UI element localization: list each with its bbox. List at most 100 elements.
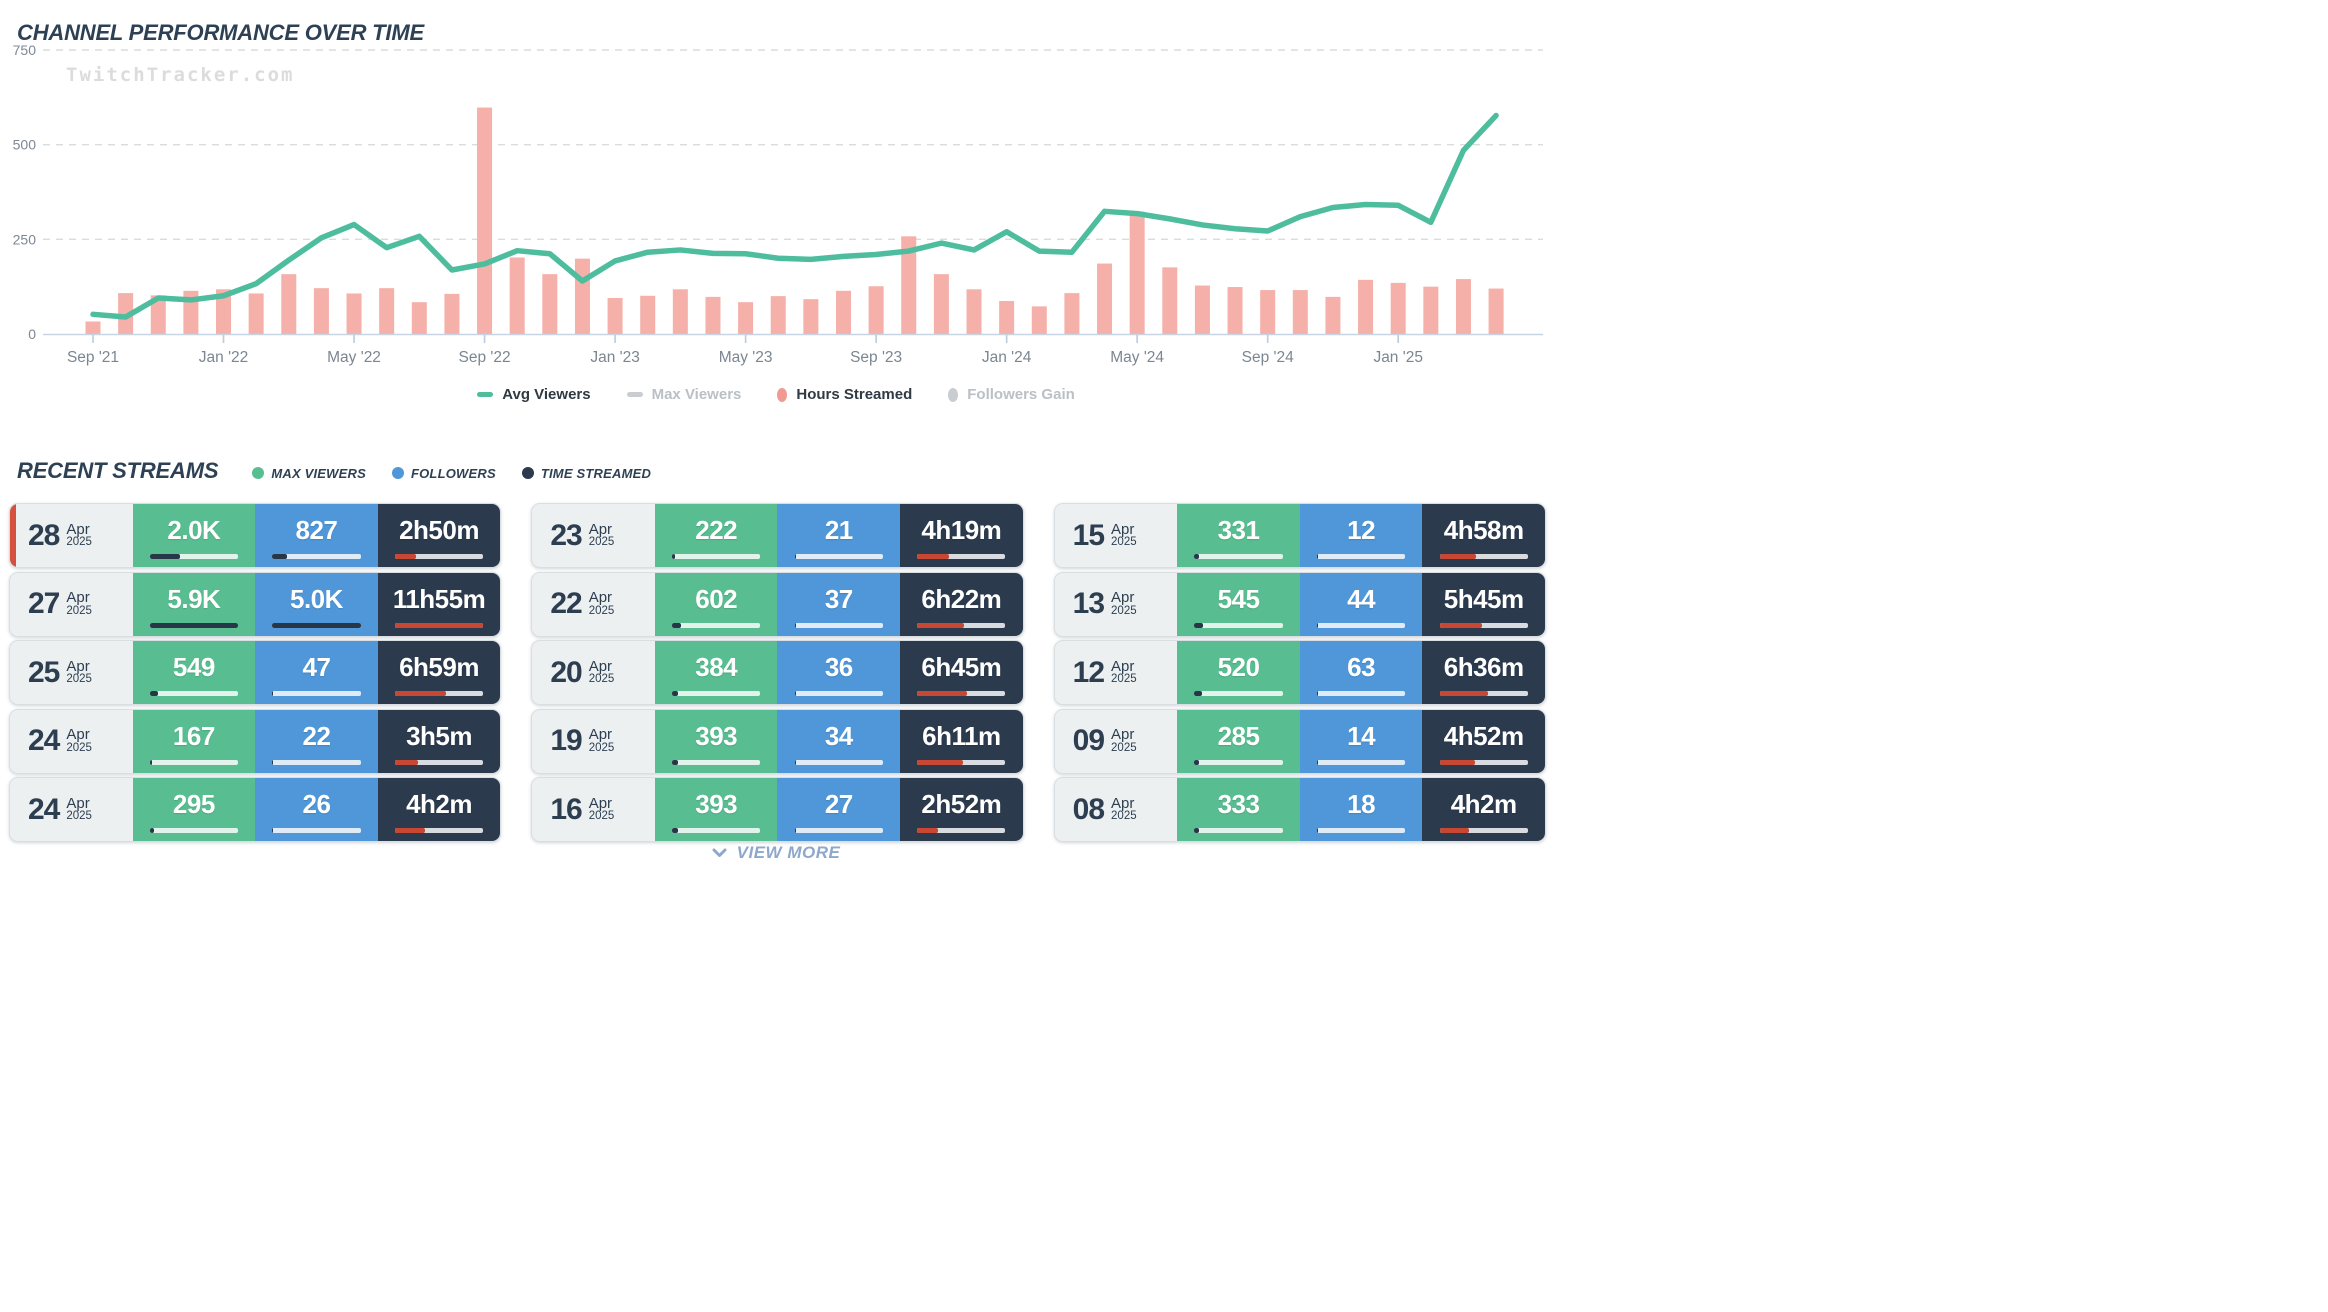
page-title: CHANNEL PERFORMANCE OVER TIME (17, 19, 424, 45)
stream-followers-cell: 827 (255, 504, 378, 567)
legend-avg-viewers[interactable]: Avg Viewers (477, 386, 591, 403)
max-viewers-value: 602 (695, 583, 738, 614)
followers-bar-fill (1316, 691, 1319, 696)
max-viewers-value: 2.0K (167, 515, 221, 545)
y-axis-label: 750 (13, 42, 37, 58)
followers-bar (1316, 622, 1406, 628)
stream-card[interactable]: 08 Apr 2025 333 18 4h2m (1053, 777, 1546, 842)
max-viewers-value: 549 (172, 652, 215, 682)
max-viewers-bar (672, 554, 761, 559)
legend-label: Followers Gain (967, 386, 1075, 403)
legend-max-viewers[interactable]: Max Viewers (626, 386, 742, 403)
max-viewers-bar (1194, 554, 1283, 559)
hours-streamed-bar (835, 290, 851, 334)
max-viewers-value: 295 (172, 789, 215, 819)
stream-time-cell: 6h36m (1422, 641, 1545, 704)
y-axis-label: 0 (28, 326, 36, 342)
stream-year: 2025 (588, 536, 615, 549)
stream-day: 16 (550, 792, 582, 826)
followers-value: 18 (1347, 789, 1376, 819)
hours-streamed-bar (901, 236, 917, 334)
stream-max-viewers-cell: 602 (654, 572, 778, 636)
time-streamed-bar-fill (917, 622, 965, 628)
followers-value: 27 (824, 789, 853, 819)
stream-month: Apr (66, 520, 90, 538)
followers-gain-icon (948, 387, 959, 402)
followers-bar-fill (1316, 622, 1318, 628)
time-streamed-value: 6h22m (921, 583, 1002, 614)
time-streamed-value: 11h55m (392, 583, 486, 614)
stream-year: 2025 (588, 741, 615, 754)
stream-time-cell: 4h19m (900, 504, 1023, 567)
hours-streamed-bar (1488, 288, 1504, 334)
stream-time-cell: 4h2m (1422, 778, 1545, 841)
time-streamed-value: 6h36m (1443, 652, 1524, 682)
time-streamed-bar-fill (394, 691, 447, 696)
stream-followers-cell: 37 (777, 572, 901, 636)
max-viewers-value: 5.9K (167, 583, 221, 614)
stream-month: Apr (588, 520, 613, 538)
followers-value: 37 (824, 583, 853, 614)
stream-card[interactable]: 16 Apr 2025 393 27 2h52m (531, 777, 1024, 842)
stream-card[interactable]: 23 Apr 2025 222 21 4h19m (531, 503, 1024, 568)
stream-card[interactable]: 27 Apr 2025 5.9K 5.0K 11h55m (9, 571, 502, 637)
stream-time-cell: 4h58m (1422, 504, 1545, 567)
legend-followers-gain[interactable]: Followers Gain (948, 386, 1075, 403)
stream-followers-cell: 36 (777, 641, 901, 704)
stream-day: 22 (550, 587, 582, 620)
legend-hours-streamed[interactable]: Hours Streamed (777, 386, 912, 403)
followers-bar (272, 759, 361, 765)
stream-year: 2025 (66, 604, 92, 617)
legend-time-streamed-item: TIME STREAMED (521, 466, 651, 481)
stream-date: 23 Apr 2025 (532, 504, 655, 567)
stream-day: 12 (1072, 655, 1105, 689)
hours-streamed-bar (1129, 211, 1145, 334)
stream-card[interactable]: 28 Apr 2025 2.0K 827 2h50m (9, 503, 502, 568)
stream-date: 24 Apr 2025 (10, 709, 133, 773)
hours-streamed-bar (444, 293, 460, 334)
hours-streamed-bar (1325, 296, 1341, 334)
x-axis-label: May '22 (327, 349, 381, 366)
stream-month: Apr (1111, 520, 1135, 538)
time-streamed-bar (1439, 828, 1528, 833)
followers-bar-fill (272, 554, 287, 559)
stream-card[interactable]: 22 Apr 2025 602 37 6h22m (531, 571, 1024, 637)
hours-streamed-bar (542, 274, 558, 334)
stream-card[interactable]: 19 Apr 2025 393 34 6h11m (531, 708, 1024, 774)
stream-card[interactable]: 25 Apr 2025 549 47 6h59m (9, 640, 502, 705)
legend-label: Max Viewers (651, 386, 742, 403)
stream-followers-cell: 21 (777, 504, 901, 567)
x-axis-label: Sep '24 (1242, 349, 1294, 366)
time-streamed-bar (394, 554, 484, 559)
stream-card[interactable]: 20 Apr 2025 384 36 6h45m (531, 640, 1024, 705)
time-streamed-bar-fill (394, 554, 416, 559)
stream-card[interactable]: 24 Apr 2025 295 26 4h2m (9, 777, 502, 842)
time-streamed-bar-fill (917, 828, 939, 833)
stream-month: Apr (588, 589, 613, 607)
stream-date: 20 Apr 2025 (532, 641, 655, 704)
performance-chart: 0 250 500 750 Sep '21 Jan '22 May '22 Sep '22 Ja… (13, 42, 1543, 366)
view-more-button[interactable]: VIEW MORE (0, 843, 1552, 863)
stream-month: Apr (1111, 589, 1135, 607)
stream-day: 13 (1072, 587, 1105, 620)
stream-card[interactable]: 15 Apr 2025 331 12 4h58m (1053, 503, 1546, 568)
stream-max-viewers-cell: 384 (654, 641, 778, 704)
stream-card[interactable]: 09 Apr 2025 285 14 4h52m (1053, 708, 1546, 774)
time-streamed-value: 5h45m (1443, 583, 1524, 614)
max-viewers-value: 520 (1217, 652, 1260, 682)
max-viewers-bar-fill (149, 828, 155, 833)
max-viewers-bar-fill (1194, 554, 1200, 559)
time-streamed-bar (1439, 691, 1528, 696)
time-streamed-bar-fill (1439, 759, 1476, 765)
stream-card[interactable]: 24 Apr 2025 167 22 3h5m (9, 708, 502, 774)
stream-followers-cell: 18 (1299, 778, 1423, 841)
followers-value: 26 (302, 789, 331, 819)
stream-day: 24 (28, 724, 60, 757)
stream-card[interactable]: 13 Apr 2025 545 44 5h45m (1053, 571, 1546, 637)
followers-value: 827 (295, 515, 338, 545)
hours-streamed-bar (1358, 279, 1374, 334)
time-streamed-bar (1439, 554, 1528, 559)
stream-card[interactable]: 12 Apr 2025 520 63 6h36m (1053, 640, 1546, 705)
hours-streamed-bar (346, 293, 362, 334)
stream-time-cell: 4h52m (1422, 709, 1545, 773)
